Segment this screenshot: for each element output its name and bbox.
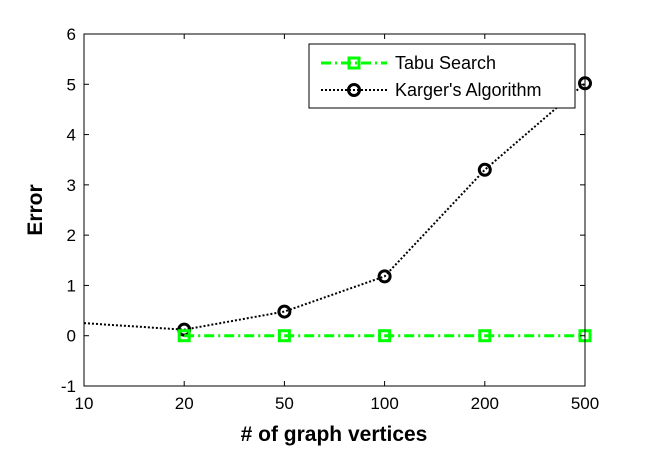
legend-marker-tabu-search	[347, 56, 361, 70]
x-tick-label: 50	[275, 394, 294, 413]
y-tick-label: 1	[67, 276, 76, 295]
series-line-karger-s-algorithm	[83, 82, 586, 331]
axes: -1 0 1 2 3 4 5 6 10 20 50 100 200 500	[61, 25, 599, 413]
legend-item-karger-s-algorithm: Karger's Algorithm	[321, 80, 542, 100]
legend-box	[308, 43, 576, 109]
legend-marker-karger-s-algorithm	[347, 83, 361, 97]
axes-box	[83, 33, 586, 387]
x-tick-label: 200	[471, 394, 499, 413]
y-tick-label: 0	[67, 327, 76, 346]
y-tick-label: 2	[67, 226, 76, 245]
data-point-karger-s-algorithm-200	[477, 162, 492, 177]
data-point-tabu-search-50	[277, 329, 291, 343]
x-tick-label: 10	[75, 394, 94, 413]
y-axis-label: Error	[24, 184, 47, 235]
data-point-tabu-search-200	[478, 329, 492, 343]
y-tick-label: 5	[67, 75, 76, 94]
y-tick-label: -1	[61, 377, 76, 396]
data-point-karger-s-algorithm-50	[277, 304, 292, 319]
legend-item-tabu-search: Tabu Search	[321, 53, 496, 73]
legend: Tabu Search Karger's Algorithm	[308, 43, 576, 109]
legend-label-tabu-search: Tabu Search	[395, 53, 496, 73]
x-tick-label: 500	[571, 394, 599, 413]
data-point-tabu-search-20	[177, 329, 191, 343]
data-point-karger-s-algorithm-100	[377, 269, 392, 284]
x-tick-label: 100	[370, 394, 398, 413]
y-tick-label: 4	[67, 126, 76, 145]
x-axis-label: # of graph vertices	[241, 423, 428, 446]
legend-label-karger-s-algorithm: Karger's Algorithm	[395, 80, 542, 100]
y-tick-label: 6	[67, 25, 76, 44]
y-tick-label: 3	[67, 176, 76, 195]
x-tick-label: 20	[175, 394, 194, 413]
data-point-tabu-search-100	[378, 329, 392, 343]
